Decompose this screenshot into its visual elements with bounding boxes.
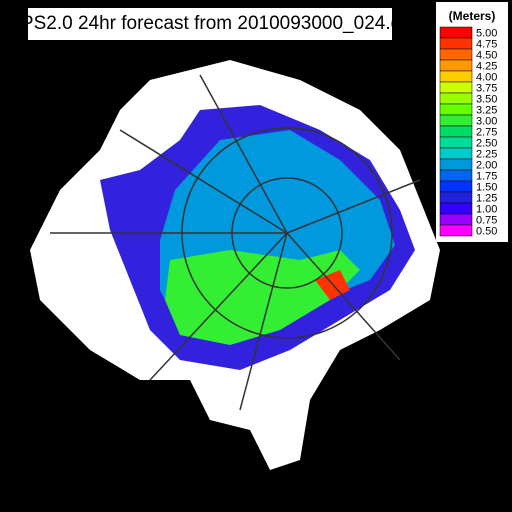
legend-label: 3.00 [476,115,497,127]
legend-swatch [439,136,473,149]
legend-label: 2.00 [476,159,497,171]
legend-swatch [439,70,473,83]
legend-swatch [439,191,473,204]
legend-label: 4.25 [476,60,497,72]
legend-label: 0.75 [476,214,497,226]
legend-label: 3.75 [476,82,497,94]
legend-label: 2.25 [476,148,497,160]
legend-swatch [439,59,473,72]
meridian [149,232,288,381]
legend-swatch [439,81,473,94]
meridian [286,232,401,361]
grid [50,74,421,411]
title: PIPS2.0 24hr forecast from 2010093000_02… [3,13,418,34]
legend-label: 5.00 [476,27,497,39]
legend-label: 1.00 [476,203,497,215]
legend-swatch [439,114,473,127]
legend-label: 1.75 [476,170,497,182]
legend-label: 2.75 [476,126,497,138]
legend-label: 4.75 [476,38,497,50]
legend-label: 0.50 [476,225,497,237]
legend-title: (Meters) [449,9,496,23]
legend-swatch [439,103,473,116]
thick-ice [165,250,360,345]
title-box [28,8,392,40]
legend-swatch [439,125,473,138]
meridian [119,129,288,234]
legend-label: 2.50 [476,137,497,149]
map [30,60,440,470]
legend-swatch [439,48,473,61]
legend-swatch [439,213,473,226]
legend-label: 1.50 [476,181,497,193]
legend-swatch [439,224,473,237]
meridian [199,74,288,234]
legend-swatch [439,92,473,105]
legend-swatch [439,37,473,50]
legend-swatch [439,26,473,39]
legend-label: 4.50 [476,49,497,61]
legend-items: 5.004.754.504.254.003.753.503.253.002.75… [439,26,497,237]
meridian [286,179,421,234]
meridian [239,232,288,411]
legend-label: 3.50 [476,93,497,105]
legend-label: 1.25 [476,192,497,204]
legend-label: 4.00 [476,71,497,83]
legend-swatch [439,202,473,215]
legend-swatch [439,147,473,160]
legend-swatch [439,169,473,182]
legend-swatch [439,158,473,171]
legend-label: 3.25 [476,104,497,116]
legend-swatch [439,180,473,193]
